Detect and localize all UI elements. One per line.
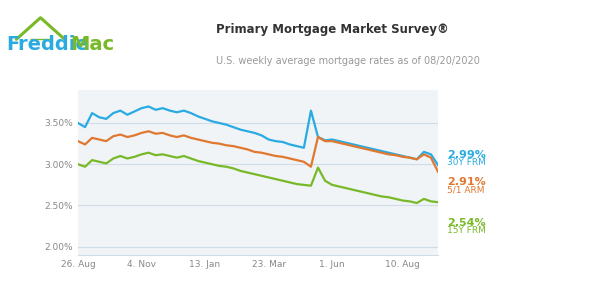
Text: Mac: Mac <box>70 35 115 54</box>
Text: 2.99%: 2.99% <box>447 150 486 160</box>
Text: 2.91%: 2.91% <box>447 177 486 187</box>
Text: 15Y FRM: 15Y FRM <box>447 226 486 235</box>
Text: Primary Mortgage Market Survey®: Primary Mortgage Market Survey® <box>216 23 449 36</box>
Text: 30Y FRM: 30Y FRM <box>447 158 486 166</box>
Text: 5/1 ARM: 5/1 ARM <box>447 185 485 194</box>
Text: 2.54%: 2.54% <box>447 218 485 228</box>
Text: U.S. weekly average mortgage rates as of 08/20/2020: U.S. weekly average mortgage rates as of… <box>216 56 480 66</box>
Text: Freddie: Freddie <box>6 35 89 54</box>
